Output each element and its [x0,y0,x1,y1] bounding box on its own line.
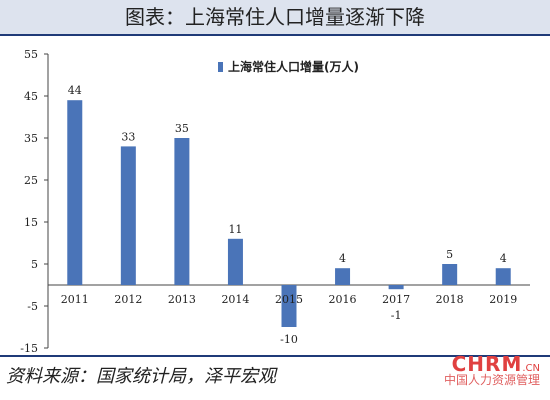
legend-swatch [218,62,223,72]
watermark-subtitle: 中国人力资源管理 [443,373,540,387]
x-tick-label: 2013 [168,293,196,306]
data-label: 11 [228,223,242,236]
top-divider [0,34,550,36]
watermark: CHRM.CN 中国人力资源管理 [444,354,540,386]
y-tick-label: -15 [20,342,38,354]
x-tick-label: 2018 [436,293,464,306]
y-tick-label: 15 [24,216,38,229]
bar [442,264,458,285]
x-tick-label: 2015 [275,293,303,306]
y-tick-label: 25 [24,174,38,187]
bar [281,285,297,327]
bar [335,268,351,285]
x-tick-label: 2019 [489,293,517,306]
bar [227,238,243,285]
y-tick-label: -5 [27,300,38,313]
data-label: 5 [446,248,453,261]
data-label: 4 [500,252,507,265]
data-label: 44 [68,84,82,97]
y-tick-label: 45 [24,90,38,103]
legend-label: 上海常住人口增量(万人) [228,59,359,74]
x-tick-label: 2017 [382,293,410,306]
chart-title: 图表：上海常住人口增量逐渐下降 [0,0,550,34]
y-tick-label: 5 [31,258,38,271]
watermark-brand: CHRM [451,352,523,376]
source-note: 资料来源：国家统计局，泽平宏观 [6,366,276,387]
data-label: -1 [391,309,402,322]
watermark-domain: .CN [522,363,540,374]
data-label: 4 [339,252,346,265]
y-tick-label: 35 [24,132,38,145]
bottom-divider [0,355,550,357]
x-tick-label: 2016 [329,293,357,306]
y-tick-label: 55 [24,48,38,61]
data-label: -10 [280,333,298,346]
bar [174,138,190,285]
x-tick-label: 2012 [114,293,142,306]
bar [388,285,404,290]
x-tick-label: 2011 [61,293,89,306]
bar [495,268,511,285]
data-label: 35 [175,122,189,135]
x-tick-label: 2014 [221,293,249,306]
bar [67,100,83,285]
bar [120,146,136,285]
bar-chart: 55453525155-5-15上海常住人口增量(万人)201144201233… [20,48,530,354]
data-label: 33 [121,130,135,143]
